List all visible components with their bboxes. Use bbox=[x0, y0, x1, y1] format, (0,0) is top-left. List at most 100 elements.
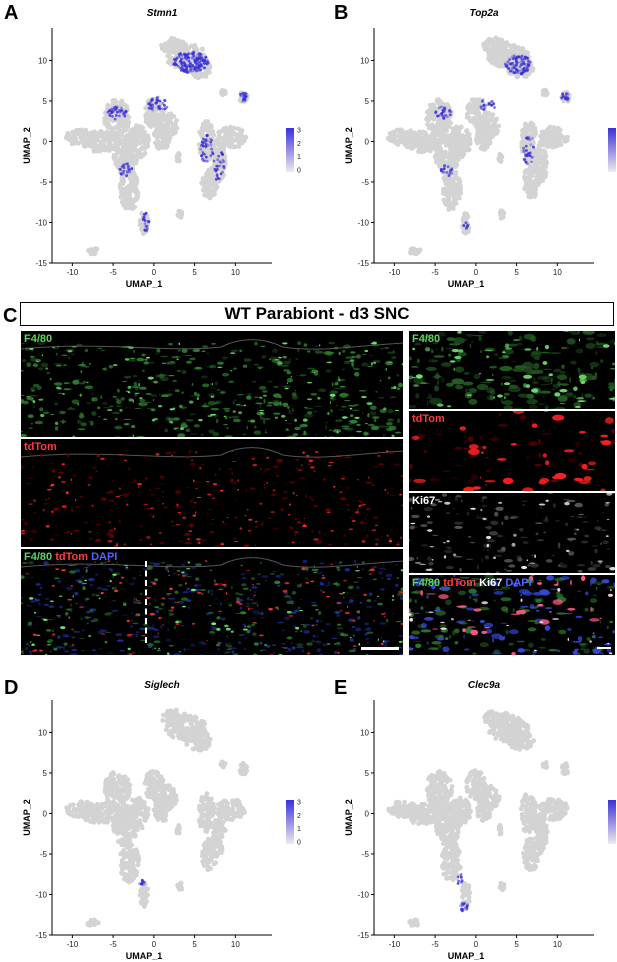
y-tick-label: -10 bbox=[357, 218, 369, 227]
panel-c-title-text: WT Parabiont - d3 SNC bbox=[224, 304, 409, 324]
y-tick-label: 10 bbox=[360, 728, 369, 737]
x-axis-title: UMAP_1 bbox=[126, 279, 163, 289]
micrograph-label: Ki67 bbox=[412, 495, 435, 507]
x-tick-label: 10 bbox=[231, 268, 240, 277]
legend-tick-label: 1 bbox=[297, 826, 301, 833]
y-axis-title: UMAP_2 bbox=[22, 799, 32, 836]
texture bbox=[409, 493, 616, 574]
y-tick-label: -15 bbox=[357, 259, 369, 268]
y-tick-label: 5 bbox=[43, 769, 48, 778]
y-axis-title: UMAP_2 bbox=[22, 127, 32, 164]
x-tick-label: -10 bbox=[389, 940, 401, 949]
legend-tick-label: 2 bbox=[297, 813, 301, 820]
y-tick-label: 5 bbox=[43, 97, 48, 106]
color-legend-bar bbox=[608, 800, 616, 844]
umap-plot-clec9a: Clec9a-10-505101050-5-10-15UMAP_1UMAP_22… bbox=[318, 672, 617, 962]
plot-title: Clec9a bbox=[468, 680, 501, 691]
micrograph-label: F4/80 tdTom Ki67 DAPI bbox=[412, 577, 532, 589]
y-tick-label: 10 bbox=[360, 56, 369, 65]
y-tick-label: -5 bbox=[362, 178, 370, 187]
y-tick-label: -15 bbox=[357, 931, 369, 940]
micrograph-merge-zoom: F4/80 tdTom Ki67 DAPI bbox=[408, 574, 616, 656]
micrograph-tdtom-zoom: tdTom bbox=[408, 410, 616, 492]
panel-letter-c: C bbox=[3, 305, 17, 328]
color-legend-bar bbox=[286, 800, 294, 844]
micrograph-tdtom-svg bbox=[21, 439, 404, 548]
panel-c-title: WT Parabiont - d3 SNC bbox=[20, 302, 614, 326]
y-tick-label: 0 bbox=[43, 809, 48, 818]
y-tick-label: 0 bbox=[365, 809, 370, 818]
micrograph-label: F4/80 tdTom DAPI bbox=[24, 551, 117, 563]
micrograph-ki67-zoom: Ki67 bbox=[408, 492, 616, 574]
y-tick-label: 0 bbox=[43, 137, 48, 146]
legend-tick-label: 3 bbox=[297, 800, 301, 807]
legend-tick-label: 0 bbox=[297, 840, 301, 847]
color-legend-bar bbox=[286, 128, 294, 172]
y-tick-label: -10 bbox=[357, 890, 369, 899]
x-tick-label: 0 bbox=[474, 268, 479, 277]
umap-plot-top2a: Top2a-10-505101050-5-10-15UMAP_1UMAP_232… bbox=[318, 0, 617, 300]
cell-cloud bbox=[64, 708, 249, 928]
plot-title: Siglech bbox=[144, 680, 180, 691]
y-tick-label: -15 bbox=[35, 259, 47, 268]
x-tick-label: 10 bbox=[553, 268, 562, 277]
texture bbox=[21, 558, 404, 657]
micrograph-svg bbox=[409, 493, 616, 574]
umap-svg-e: Clec9a-10-505101050-5-10-15UMAP_1UMAP_22… bbox=[318, 672, 617, 962]
plot-title: Top2a bbox=[469, 8, 499, 19]
color-legend-bar bbox=[608, 128, 616, 172]
y-tick-label: -5 bbox=[40, 850, 48, 859]
y-tick-label: -10 bbox=[35, 218, 47, 227]
micrograph-label: tdTom bbox=[24, 441, 57, 453]
y-tick-label: 10 bbox=[38, 728, 47, 737]
legend-tick-label: 3 bbox=[297, 128, 301, 135]
x-tick-label: -5 bbox=[432, 940, 440, 949]
micrograph-merge: F4/80 tdTom DAPI bbox=[20, 548, 404, 656]
x-tick-label: -10 bbox=[389, 268, 401, 277]
y-tick-label: 5 bbox=[365, 769, 370, 778]
micrograph-label: F4/80 bbox=[412, 333, 440, 345]
micrograph-merge-svg bbox=[21, 549, 404, 656]
micrograph-tdtom: tdTom bbox=[20, 438, 404, 548]
x-tick-label: 5 bbox=[192, 268, 197, 277]
micrograph-f4-80: F4/80 bbox=[20, 330, 404, 438]
legend-tick-label: 0 bbox=[297, 168, 301, 175]
umap-svg-b: Top2a-10-505101050-5-10-15UMAP_1UMAP_232… bbox=[318, 0, 617, 300]
x-tick-label: 5 bbox=[514, 940, 519, 949]
x-tick-label: -5 bbox=[110, 940, 118, 949]
x-tick-label: -5 bbox=[110, 268, 118, 277]
x-axis-title: UMAP_1 bbox=[448, 951, 485, 961]
x-axis-title: UMAP_1 bbox=[448, 279, 485, 289]
texture bbox=[21, 340, 404, 439]
y-tick-label: 10 bbox=[38, 56, 47, 65]
y-tick-label: -15 bbox=[35, 931, 47, 940]
y-tick-label: -5 bbox=[40, 178, 48, 187]
x-tick-label: -10 bbox=[67, 268, 79, 277]
x-tick-label: 10 bbox=[553, 940, 562, 949]
micrograph-f4-80-zoom: F4/80 bbox=[408, 330, 616, 410]
x-tick-label: 0 bbox=[152, 940, 157, 949]
x-axis-title: UMAP_1 bbox=[126, 951, 163, 961]
y-tick-label: 0 bbox=[365, 137, 370, 146]
legend-tick-label: 1 bbox=[297, 154, 301, 161]
micrograph-label: tdTom bbox=[412, 413, 445, 425]
micrograph-label: F4/80 bbox=[24, 333, 52, 345]
y-tick-label: -10 bbox=[35, 890, 47, 899]
y-tick-label: -5 bbox=[362, 850, 370, 859]
scale-bar bbox=[597, 647, 611, 649]
x-tick-label: 0 bbox=[474, 940, 479, 949]
x-tick-label: -10 bbox=[67, 940, 79, 949]
x-tick-label: 0 bbox=[152, 268, 157, 277]
micrograph-f4-80-svg bbox=[21, 331, 404, 438]
plot-title: Stmn1 bbox=[147, 8, 178, 19]
dashed-line bbox=[145, 561, 147, 643]
scale-bar bbox=[361, 647, 399, 650]
x-tick-label: 5 bbox=[192, 940, 197, 949]
cell-cloud bbox=[64, 36, 250, 256]
x-tick-label: 5 bbox=[514, 268, 519, 277]
x-tick-label: -5 bbox=[432, 268, 440, 277]
